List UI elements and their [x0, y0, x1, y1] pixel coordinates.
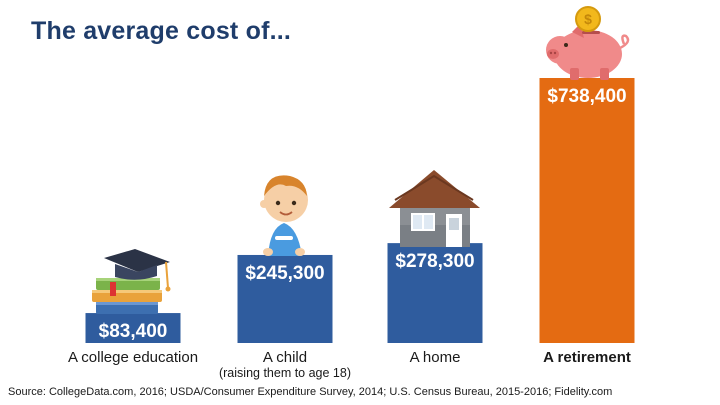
bar-value-label-3: $738,400 [547, 86, 626, 107]
house-icon [389, 170, 480, 247]
bar-value-label-0: $83,400 [99, 321, 168, 342]
chart-title: The average cost of... [31, 17, 292, 45]
category-label-2: A home [410, 349, 461, 366]
baby-icon [260, 175, 308, 256]
source-footnote: Source: CollegeData.com, 2016; USDA/Cons… [8, 386, 613, 398]
bar-3 [539, 78, 635, 343]
piggy-bank-coin-icon: $ [546, 6, 630, 80]
bar-2 [387, 243, 483, 343]
category-label-3: A retirement [543, 349, 631, 366]
graduation-books-icon [92, 249, 171, 314]
bar-1 [237, 254, 333, 343]
bar-0 [85, 313, 181, 343]
bar-value-label-2: $278,300 [395, 251, 474, 272]
category-sublabel-1: (raising them to age 18) [219, 366, 351, 380]
svg-text:$: $ [584, 11, 592, 27]
category-label-0: A college education [68, 349, 198, 366]
category-label-1: A child [263, 349, 307, 366]
bar-value-label-1: $245,300 [245, 263, 324, 284]
